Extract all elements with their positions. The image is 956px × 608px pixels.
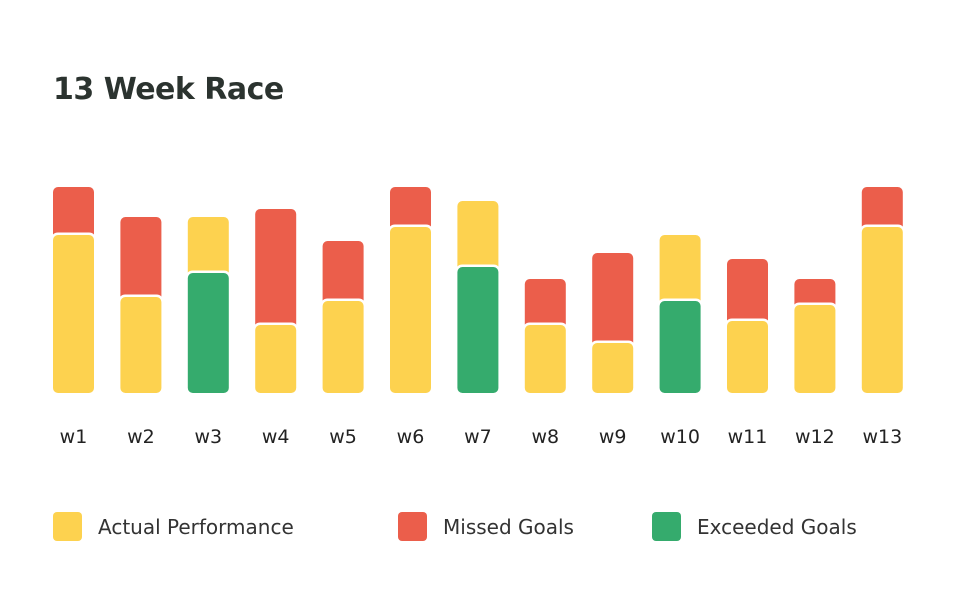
x-tick-label: w1 xyxy=(60,426,88,448)
bar-actual-w9 xyxy=(589,340,636,396)
x-tick-label: w2 xyxy=(127,426,155,448)
x-tick-label: w9 xyxy=(599,426,627,448)
x-tick-label: w12 xyxy=(795,426,835,448)
x-tick-label: w6 xyxy=(397,426,425,448)
x-tick-label: w7 xyxy=(464,426,492,448)
legend-swatch-actual xyxy=(53,512,82,541)
bar-exceeded-goal-w3 xyxy=(185,270,232,396)
x-tick-label: w8 xyxy=(531,426,559,448)
legend-swatch-missed xyxy=(398,512,427,541)
bar-actual-w1 xyxy=(50,232,97,396)
bar-actual-w11 xyxy=(724,318,771,396)
legend-item-missed: Missed Goals xyxy=(398,512,574,541)
chart-title: 13 Week Race xyxy=(53,72,284,107)
x-tick-label: w11 xyxy=(728,426,768,448)
x-tick-label: w13 xyxy=(862,426,902,448)
x-tick-label: w4 xyxy=(262,426,290,448)
x-tick-label: w10 xyxy=(660,426,700,448)
legend-label: Missed Goals xyxy=(443,514,574,539)
bar-actual-w6 xyxy=(387,224,434,396)
bar-actual-w12 xyxy=(791,302,838,396)
bar-actual-w2 xyxy=(117,294,164,396)
bar-actual-w4 xyxy=(252,322,299,396)
legend-item-actual: Actual Performance xyxy=(53,512,294,541)
legend-item-exceeded: Exceeded Goals xyxy=(652,512,857,541)
bar-exceeded-goal-w10 xyxy=(657,298,704,396)
legend-swatch-exceeded xyxy=(652,512,681,541)
bar-actual-w8 xyxy=(522,322,569,396)
bar-actual-w13 xyxy=(859,224,906,396)
bar-exceeded-goal-w7 xyxy=(454,264,501,396)
legend-label: Actual Performance xyxy=(98,514,294,539)
bar-actual-w5 xyxy=(320,298,367,396)
x-tick-label: w3 xyxy=(194,426,222,448)
x-tick-label: w5 xyxy=(329,426,357,448)
legend-label: Exceeded Goals xyxy=(697,514,857,539)
